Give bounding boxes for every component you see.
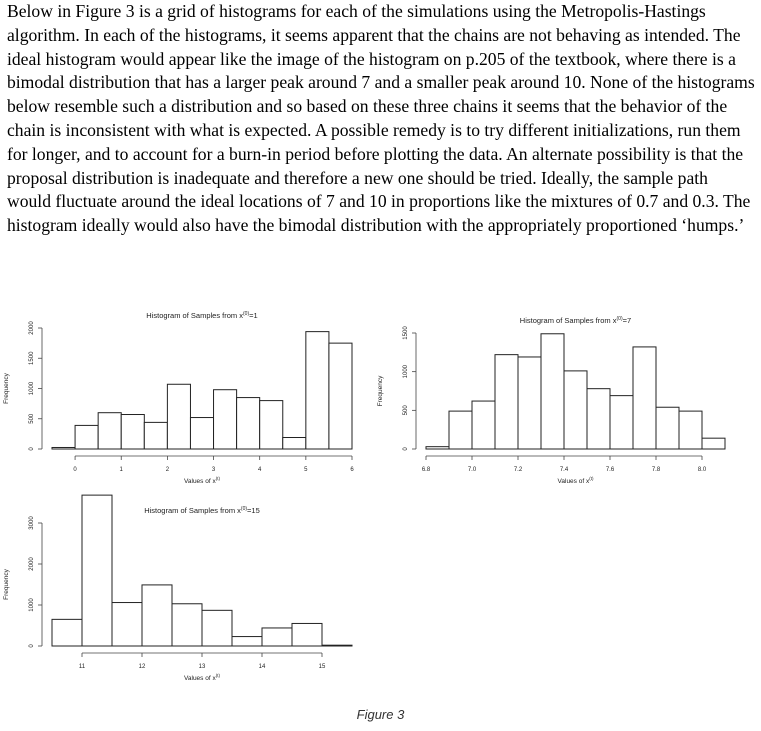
y-tick-label: 2000 bbox=[29, 557, 35, 571]
y-tick-label: 0 bbox=[403, 447, 409, 451]
histogram-bar bbox=[231, 636, 263, 647]
y-tick-label: 0 bbox=[29, 447, 35, 451]
histogram-bar bbox=[141, 584, 173, 647]
x-tick-label: 14 bbox=[259, 664, 266, 670]
y-axis-label: Frequency bbox=[377, 375, 384, 406]
histogram-x0-1: 0 1 2 3 4 5 6 0 500 1000 1500 2000 Frequency Histogra… bbox=[3, 311, 354, 485]
x-tick-label: 7.4 bbox=[560, 467, 569, 473]
y-tick-label: 1500 bbox=[29, 351, 35, 365]
y-axis-label: Frequency bbox=[3, 372, 10, 403]
x-tick-label: 7.6 bbox=[606, 467, 615, 473]
histogram-bar bbox=[201, 609, 233, 647]
x-tick-label: 0 bbox=[73, 467, 77, 473]
y-tick-label: 1000 bbox=[29, 598, 35, 612]
histogram-bar bbox=[236, 397, 261, 450]
histogram-bar bbox=[494, 354, 519, 450]
histogram-bar bbox=[632, 346, 657, 450]
histogram-bar bbox=[213, 389, 238, 450]
histogram-bar bbox=[189, 417, 215, 450]
histogram-bar bbox=[586, 388, 611, 450]
x-tick-label: 6.8 bbox=[422, 467, 431, 473]
histogram-bar bbox=[655, 406, 680, 450]
x-tick-label: 7.2 bbox=[514, 467, 523, 473]
x-tick-label: 13 bbox=[199, 664, 206, 670]
histogram-bar bbox=[74, 424, 99, 450]
histogram-bar bbox=[166, 383, 191, 450]
histogram-bar bbox=[97, 412, 122, 450]
y-tick-label: 1000 bbox=[403, 364, 409, 378]
histogram-bar bbox=[321, 644, 353, 647]
histogram-bar bbox=[261, 627, 293, 647]
y-tick-label: 1500 bbox=[403, 326, 409, 340]
histogram-bar bbox=[678, 410, 703, 450]
x-axis-label: Values of x(t) bbox=[558, 476, 594, 485]
x-tick-label: 3 bbox=[212, 467, 216, 473]
histogram-x0-7: 6.8 7.0 7.2 7.4 7.6 7.8 8.0 0 500 1000 1500 Frequen… bbox=[377, 316, 726, 485]
histogram-bar bbox=[701, 437, 726, 450]
y-tick-label: 500 bbox=[403, 405, 409, 416]
figure-caption: Figure 3 bbox=[356, 707, 405, 722]
x-tick-label: 7.8 bbox=[652, 467, 661, 473]
x-tick-label: 4 bbox=[258, 467, 262, 473]
y-tick-label: 3000 bbox=[29, 516, 35, 530]
histogram-bar bbox=[328, 342, 353, 450]
x-tick-label: 11 bbox=[79, 664, 86, 670]
x-tick-label: 1 bbox=[120, 467, 124, 473]
chart-title: Histogram of Samples from x(0)=7 bbox=[520, 316, 631, 325]
histogram-bar bbox=[143, 421, 168, 450]
histogram-bar bbox=[471, 400, 496, 450]
x-tick-label: 8.0 bbox=[698, 467, 707, 473]
histogram-bar bbox=[171, 603, 203, 647]
histogram-bar bbox=[51, 446, 76, 450]
histogram-bar bbox=[291, 622, 323, 647]
x-axis-label: Values of x(t) bbox=[184, 476, 220, 485]
y-tick-label: 500 bbox=[29, 413, 35, 424]
histogram-bar bbox=[517, 356, 542, 450]
histogram-bar bbox=[51, 618, 83, 647]
histogram-bar bbox=[540, 333, 565, 450]
histogram-bar bbox=[425, 446, 450, 450]
x-tick-label: 12 bbox=[139, 664, 146, 670]
body-paragraph: Below in Figure 3 is a grid of histogram… bbox=[7, 1, 755, 236]
histogram-bar bbox=[448, 410, 473, 450]
x-tick-label: 2 bbox=[166, 467, 170, 473]
histogram-bar bbox=[81, 494, 113, 647]
chart-title: Histogram of Samples from x(0)=15 bbox=[144, 506, 260, 515]
x-tick-label: 7.0 bbox=[468, 467, 477, 473]
x-tick-label: 15 bbox=[319, 664, 326, 670]
x-tick-label: 5 bbox=[304, 467, 308, 473]
y-tick-label: 1000 bbox=[29, 381, 35, 395]
y-tick-label: 0 bbox=[29, 644, 35, 648]
histogram-bar bbox=[563, 370, 588, 450]
histogram-bar bbox=[111, 602, 143, 647]
histogram-bar bbox=[259, 400, 284, 450]
histogram-bar bbox=[120, 414, 145, 450]
histogram-bar bbox=[282, 437, 307, 450]
x-tick-label: 6 bbox=[350, 467, 354, 473]
histogram-x0-15: 11 12 13 14 15 0 1000 2000 3000 Frequency Histogra… bbox=[3, 494, 353, 682]
y-tick-label: 2000 bbox=[29, 321, 35, 335]
y-axis-label: Frequency bbox=[3, 568, 10, 599]
chart-title: Histogram of Samples from x(0)=1 bbox=[146, 311, 257, 320]
x-axis-label: Values of x(t) bbox=[184, 673, 220, 682]
histogram-bar bbox=[609, 395, 634, 450]
histogram-bar bbox=[305, 331, 330, 450]
